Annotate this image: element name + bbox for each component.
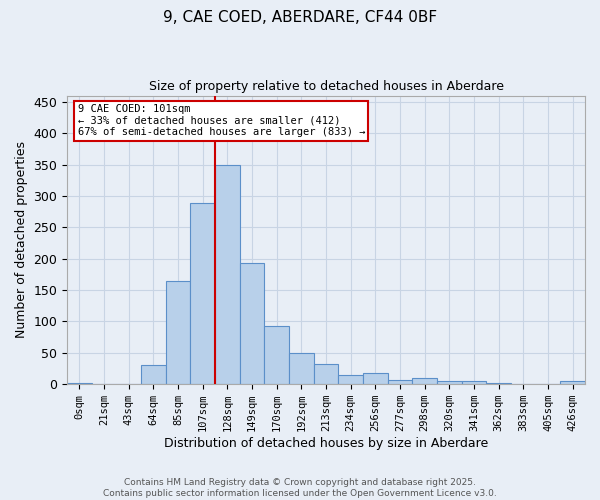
Bar (240, 263, 265, 384)
Bar (437, 381, 462, 384)
Bar (190, 204, 215, 384)
Bar (363, 373, 388, 384)
Bar (462, 381, 487, 384)
Bar (67, 383, 92, 384)
Y-axis label: Number of detached properties: Number of detached properties (15, 142, 28, 338)
Bar (215, 164, 240, 384)
Bar (412, 378, 437, 384)
Bar (314, 364, 338, 384)
Bar (388, 380, 412, 384)
Text: 9, CAE COED, ABERDARE, CF44 0BF: 9, CAE COED, ABERDARE, CF44 0BF (163, 10, 437, 25)
Bar (560, 381, 585, 384)
Text: Contains HM Land Registry data © Crown copyright and database right 2025.
Contai: Contains HM Land Registry data © Crown c… (103, 478, 497, 498)
Bar (487, 383, 511, 384)
Bar (166, 280, 190, 384)
Text: 9 CAE COED: 101sqm
← 33% of detached houses are smaller (412)
67% of semi-detach: 9 CAE COED: 101sqm ← 33% of detached hou… (77, 104, 365, 138)
Bar (265, 326, 289, 384)
Title: Size of property relative to detached houses in Aberdare: Size of property relative to detached ho… (149, 80, 503, 93)
Bar (338, 376, 363, 384)
Bar (289, 353, 314, 384)
X-axis label: Distribution of detached houses by size in Aberdare: Distribution of detached houses by size … (164, 437, 488, 450)
Bar (141, 366, 166, 384)
